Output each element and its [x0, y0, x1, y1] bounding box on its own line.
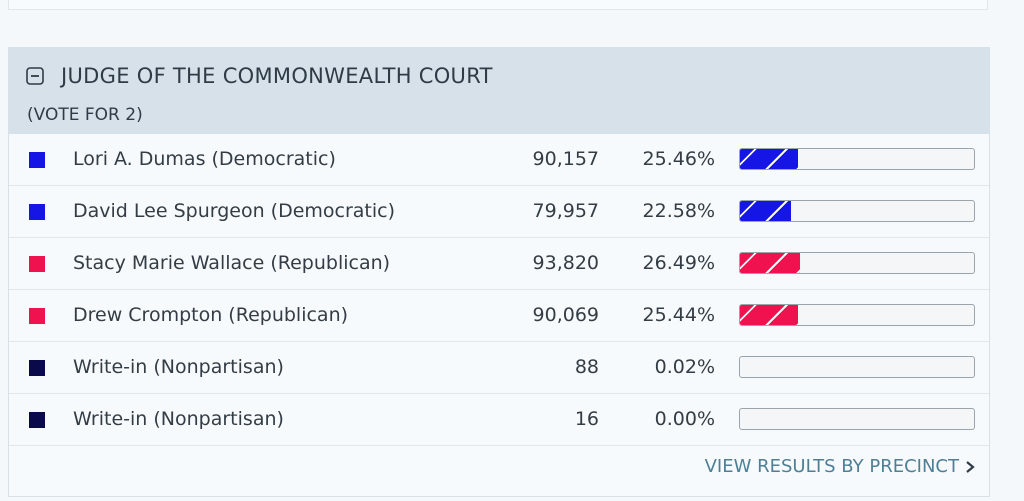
- vote-count: 88: [574, 356, 599, 378]
- candidate-name: Stacy Marie Wallace (Republican): [73, 252, 391, 274]
- candidate-list: Lori A. Dumas (Democratic) 90,157 25.46%…: [9, 134, 989, 446]
- vote-count: 90,069: [532, 304, 599, 326]
- vote-share-bar: [739, 408, 975, 430]
- vote-share-fill: [740, 149, 798, 169]
- vote-share-bar: [739, 304, 975, 326]
- party-color-swatch: [29, 204, 45, 220]
- vote-count: 79,957: [532, 200, 599, 222]
- vote-share-bar: [739, 200, 975, 222]
- vote-share-bar: [739, 252, 975, 274]
- candidate-name: David Lee Spurgeon (Democratic): [73, 200, 396, 222]
- race-card: JUDGE OF THE COMMONWEALTH COURT (VOTE FO…: [8, 47, 990, 497]
- race-footer: VIEW RESULTS BY PRECINCT: [9, 446, 989, 490]
- vote-percent: 26.49%: [642, 252, 715, 274]
- precinct-link-label: VIEW RESULTS BY PRECINCT: [704, 456, 959, 477]
- vote-share-fill: [740, 253, 801, 273]
- vote-count: 90,157: [532, 148, 599, 170]
- vote-for-label: (VOTE FOR 2): [27, 105, 143, 125]
- vote-count: 16: [574, 408, 599, 430]
- party-color-swatch: [29, 360, 45, 376]
- vote-share-fill: [740, 201, 792, 221]
- candidate-name: Write-in (Nonpartisan): [73, 408, 284, 430]
- previous-card-edge: [8, 0, 988, 10]
- vote-percent: 25.44%: [642, 304, 715, 326]
- race-header: JUDGE OF THE COMMONWEALTH COURT (VOTE FO…: [9, 48, 989, 134]
- vote-share-bar: [739, 148, 975, 170]
- chevron-right-icon: [966, 460, 975, 473]
- vote-percent: 0.02%: [654, 356, 715, 378]
- vote-percent: 22.58%: [642, 200, 715, 222]
- candidate-name: Lori A. Dumas (Democratic): [73, 148, 336, 170]
- vote-share-fill: [740, 305, 798, 325]
- vote-count: 93,820: [532, 252, 599, 274]
- vote-percent: 25.46%: [642, 148, 715, 170]
- candidate-row: Drew Crompton (Republican) 90,069 25.44%: [9, 290, 989, 342]
- candidate-row: Write-in (Nonpartisan) 16 0.00%: [9, 394, 989, 446]
- collapse-icon[interactable]: [26, 67, 44, 85]
- candidate-row: David Lee Spurgeon (Democratic) 79,957 2…: [9, 186, 989, 238]
- party-color-swatch: [29, 308, 45, 324]
- candidate-name: Write-in (Nonpartisan): [73, 356, 284, 378]
- candidate-row: Stacy Marie Wallace (Republican) 93,820 …: [9, 238, 989, 290]
- race-title: JUDGE OF THE COMMONWEALTH COURT: [61, 64, 493, 88]
- candidate-row: Lori A. Dumas (Democratic) 90,157 25.46%: [9, 134, 989, 186]
- party-color-swatch: [29, 256, 45, 272]
- vote-share-bar: [739, 356, 975, 378]
- vote-percent: 0.00%: [654, 408, 715, 430]
- party-color-swatch: [29, 152, 45, 168]
- view-results-by-precinct-link[interactable]: VIEW RESULTS BY PRECINCT: [705, 456, 975, 477]
- candidate-name: Drew Crompton (Republican): [73, 304, 349, 326]
- party-color-swatch: [29, 412, 45, 428]
- candidate-row: Write-in (Nonpartisan) 88 0.02%: [9, 342, 989, 394]
